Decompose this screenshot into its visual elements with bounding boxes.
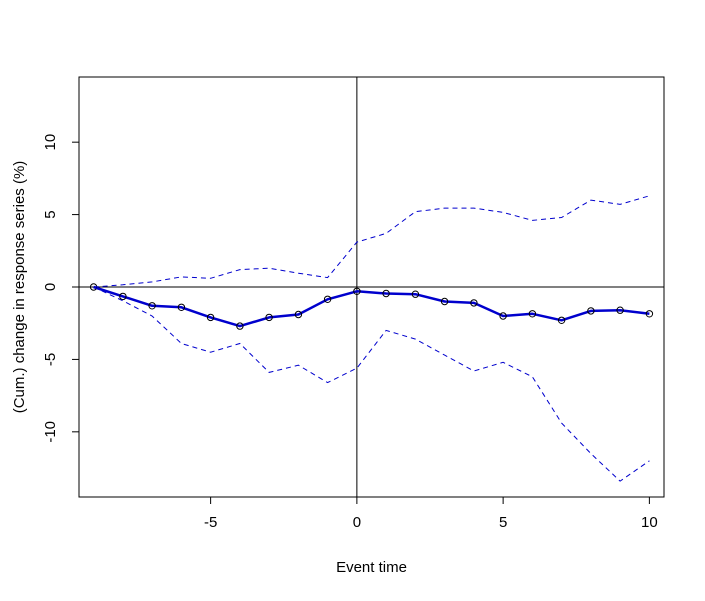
data-point (645, 310, 654, 318)
y-tick-label: 5 (42, 210, 59, 218)
y-tick-label: -5 (42, 353, 59, 366)
data-point (382, 289, 390, 298)
data-point (119, 292, 127, 301)
x-axis-title: Event time (336, 559, 407, 576)
data-point (323, 295, 332, 303)
axes-layer: -5 0 5 10 -10 -5 0 5 10 (42, 134, 658, 531)
series-layer (89, 195, 654, 482)
data-point (353, 287, 361, 295)
data-point (499, 312, 507, 320)
data-point (411, 290, 420, 298)
data-point (557, 316, 566, 324)
data-point (294, 310, 303, 319)
x-tick-label: 0 (353, 514, 361, 531)
x-tick-label: 10 (641, 514, 658, 531)
data-point (148, 302, 156, 310)
data-point (528, 310, 537, 318)
data-point (587, 307, 595, 315)
data-point (265, 313, 273, 322)
y-tick-label: 0 (42, 283, 59, 291)
series-line-lower-band (93, 286, 650, 482)
data-point (440, 297, 449, 306)
y-tick-label: -10 (42, 421, 59, 443)
data-point (236, 322, 244, 330)
y-axis-title: (Cum.) change in response series (%) (11, 161, 28, 414)
reference-lines (79, 77, 664, 497)
x-tick-label: 5 (499, 514, 507, 531)
y-tick-label: 10 (42, 134, 59, 151)
x-tick-label: -5 (204, 514, 217, 531)
data-point (470, 299, 478, 307)
data-point (177, 303, 186, 311)
data-point (616, 306, 624, 314)
series-line-upper-band (93, 195, 650, 288)
data-point (206, 313, 215, 322)
plot-frame (78, 76, 665, 498)
series-line-estimate (93, 285, 650, 328)
